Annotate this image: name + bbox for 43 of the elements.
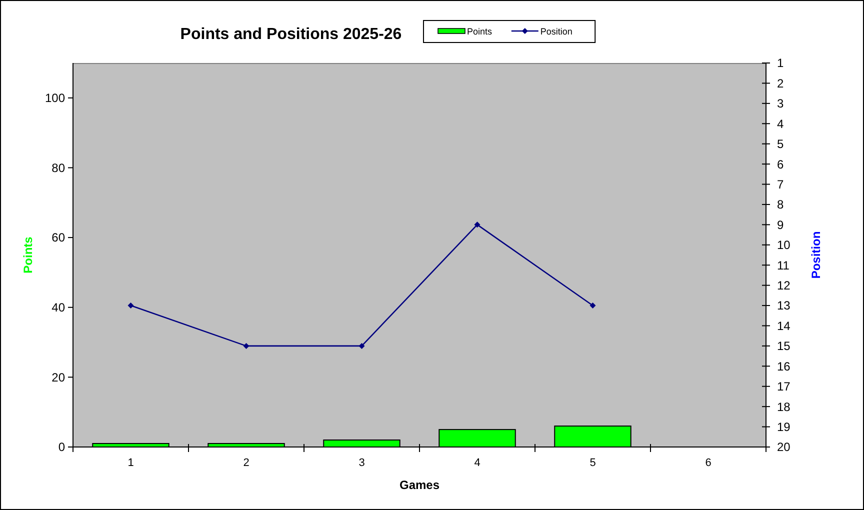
y-tick-label: 0 xyxy=(58,440,66,454)
y-tick-label: 20 xyxy=(52,370,66,384)
point xyxy=(128,302,134,309)
y2-tick-label: 20 xyxy=(777,440,791,454)
x-tick-label: 6 xyxy=(705,457,712,469)
y2-tick-label: 2 xyxy=(777,76,784,90)
y2-axis-title: Position xyxy=(809,231,823,279)
y2-tick-label: 5 xyxy=(777,137,784,152)
y2-tick-label: 18 xyxy=(777,400,791,414)
x-tick-label: 5 xyxy=(590,457,596,469)
y2-tick-label: 9 xyxy=(777,218,784,232)
point xyxy=(474,222,480,228)
y2-tick-label: 1 xyxy=(777,56,784,70)
point xyxy=(590,302,596,309)
y2-tick-label: 8 xyxy=(777,198,784,212)
y2-tick-label: 12 xyxy=(777,278,791,293)
y-tick-label: 40 xyxy=(52,300,66,315)
y2-tick-label: 7 xyxy=(777,177,784,192)
y2-tick-label: 16 xyxy=(777,359,791,374)
x-axis-title: Games xyxy=(399,478,440,492)
y2-tick-label: 3 xyxy=(777,96,784,111)
point xyxy=(243,342,250,349)
y2-tick-label: 17 xyxy=(777,380,791,394)
y2-tick-label: 19 xyxy=(777,420,791,434)
y2-tick-label: 4 xyxy=(777,116,784,131)
y2-tick-label: 15 xyxy=(777,339,791,354)
x-tick-label: 4 xyxy=(474,457,480,469)
x-tick-label: 1 xyxy=(128,457,134,469)
legend-label: Points xyxy=(467,26,493,36)
y-axis-title: Points xyxy=(21,236,35,274)
chart-title: Points and Positions 2025-26 xyxy=(180,26,402,43)
y2-tick-label: 6 xyxy=(777,157,784,172)
y2-tick-label: 10 xyxy=(777,238,791,252)
y-tick-label: 80 xyxy=(52,160,66,175)
x-tick-label: 3 xyxy=(358,457,365,469)
x-tick-label: 2 xyxy=(243,457,250,469)
y-tick-label: 60 xyxy=(52,230,66,245)
y2-tick-label: 13 xyxy=(777,298,791,313)
y2-tick-label: 11 xyxy=(777,258,790,272)
point xyxy=(358,342,365,349)
y-tick-label: 100 xyxy=(44,91,66,106)
y2-tick-label: 14 xyxy=(777,318,791,333)
legend-label: Position xyxy=(540,26,572,36)
